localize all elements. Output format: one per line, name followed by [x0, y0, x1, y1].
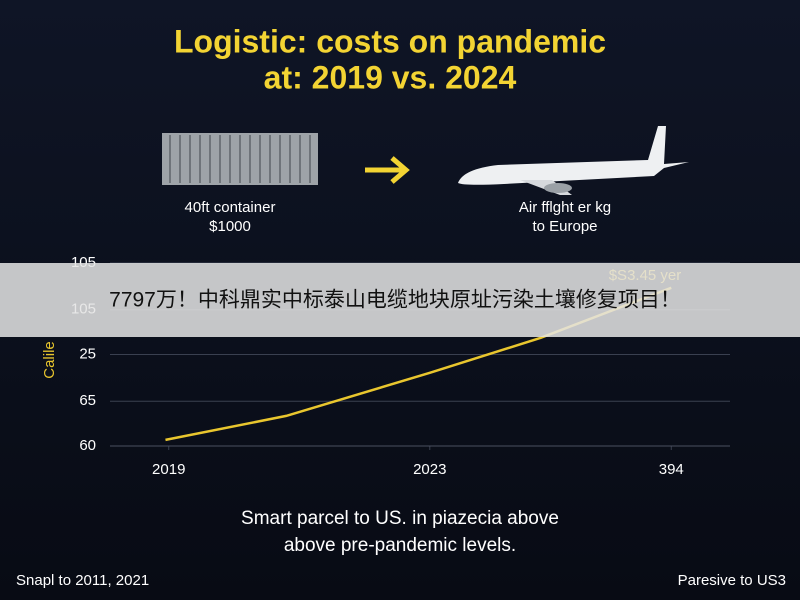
banner [0, 263, 800, 337]
x-tick-label: 2023 [413, 461, 446, 478]
plane-icon [458, 126, 689, 195]
footer-left: Snapl to 2011, 2021 [16, 572, 149, 589]
plane-label: to Europe [532, 218, 597, 235]
caption: Smart parcel to US. in piazecia above [241, 508, 559, 529]
y-tick-label: 25 [79, 345, 96, 362]
x-tick-label: 2019 [152, 461, 185, 478]
footer-right: Paresive to US3 [678, 572, 786, 589]
title-line: at: 2019 vs. 2024 [264, 59, 517, 95]
caption: above pre-pandemic levels. [284, 535, 516, 556]
container-label: 40ft container [185, 199, 276, 216]
y-tick-label: 65 [79, 392, 96, 409]
y-tick-label: 60 [79, 437, 96, 454]
arrow [365, 156, 410, 184]
x-tick-label: 394 [659, 461, 684, 478]
banner-text: 7797万！中科鼎实中标泰山电缆地块原址污染土壤修复项目！ [109, 289, 681, 312]
container-label: $1000 [209, 218, 251, 235]
banner-group: 7797万！中科鼎实中标泰山电缆地块原址污染土壤修复项目！ [0, 263, 800, 337]
container-icon [162, 133, 318, 185]
title-line: Logistic: costs on pandemic [174, 23, 606, 59]
y-axis-label: Calile [41, 341, 58, 379]
plane-label: Air fflght er kg [519, 199, 611, 216]
